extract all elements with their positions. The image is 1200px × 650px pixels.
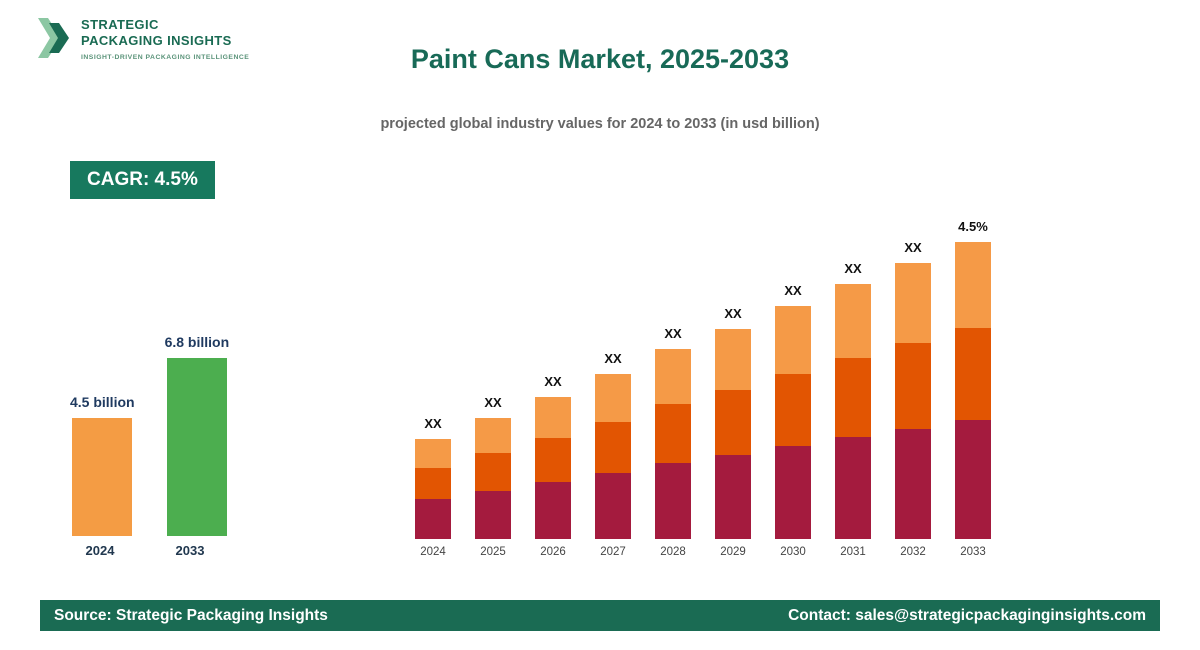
summary-bar xyxy=(166,358,227,536)
summary-bar-value-label: 6.8 billion xyxy=(164,334,230,350)
brand-name-line1: STRATEGIC xyxy=(81,17,159,32)
projection-segment-top xyxy=(595,374,631,422)
projection-x-label: 2032 xyxy=(900,546,926,558)
projection-segment-bottom xyxy=(715,455,751,539)
summary-x-label: 2033 xyxy=(175,543,205,558)
projection-chart-x-axis: 2024 2025 2026 2027 2028 2029 2030 2031 2032 2033 xyxy=(415,546,991,558)
projection-segment-top xyxy=(415,439,451,468)
projection-bar-value-label: XX xyxy=(544,374,562,389)
projection-segment-middle xyxy=(415,468,451,499)
projection-segment-middle xyxy=(475,453,511,491)
projection-bar-value-label: XX xyxy=(724,306,742,321)
summary-bar-column: 6.8 billion xyxy=(164,334,230,536)
projection-bar-value-label: XX xyxy=(904,240,922,255)
projection-segment-bottom xyxy=(475,491,511,539)
projection-segment-bottom xyxy=(415,499,451,539)
projection-bar-value-label: XX xyxy=(604,351,622,366)
footer-source: Source: Strategic Packaging Insights xyxy=(54,606,328,624)
brand-name: STRATEGIC PACKAGING INSIGHTS INSIGHT-DRI… xyxy=(81,14,249,61)
projection-x-label: 2025 xyxy=(480,546,506,558)
projection-segment-middle xyxy=(595,422,631,473)
brand-tagline: INSIGHT-DRIVEN PACKAGING INTELLIGENCE xyxy=(81,53,250,61)
projection-x-label: 2029 xyxy=(720,546,746,558)
projection-segment-top xyxy=(535,397,571,438)
summary-chart-x-axis: 2024 2033 xyxy=(70,543,229,558)
projection-x-label: 2027 xyxy=(600,546,626,558)
page-title: Paint Cans Market, 2025-2033 xyxy=(410,44,790,74)
projection-segment-middle xyxy=(655,404,691,463)
projection-segment-top xyxy=(775,306,811,374)
summary-bar-value-label: 4.5 billion xyxy=(70,394,135,410)
cagr-badge: CAGR: 4.5% xyxy=(70,161,215,199)
projection-segment-bottom xyxy=(955,420,991,539)
projection-segment-bottom xyxy=(895,429,931,539)
projection-bar-value-label: XX xyxy=(484,395,502,410)
projection-segment-top xyxy=(955,242,991,328)
projection-x-label: 2024 xyxy=(420,546,446,558)
summary-chart: 4.5 billion 6.8 billion 2024 2033 xyxy=(70,320,229,558)
projection-bar-column: XX xyxy=(895,240,931,539)
projection-bar-column: XX xyxy=(775,283,811,539)
projection-bar-value-label: XX xyxy=(784,283,802,298)
projection-segment-middle xyxy=(775,374,811,446)
projection-segment-top xyxy=(655,349,691,404)
projection-x-label: 2031 xyxy=(840,546,866,558)
summary-x-label: 2024 xyxy=(85,543,115,558)
projection-bar-column: XX xyxy=(415,416,451,539)
projection-segment-bottom xyxy=(535,482,571,539)
footer-contact: Contact: sales@strategicpackaginginsight… xyxy=(788,606,1146,624)
footer-bar: Source: Strategic Packaging Insights Con… xyxy=(40,600,1160,631)
projection-segment-middle xyxy=(895,343,931,429)
projection-bar-column: XX xyxy=(655,326,691,539)
projection-x-label: 2026 xyxy=(540,546,566,558)
projection-segment-top xyxy=(895,263,931,343)
projection-bar-column: XX xyxy=(835,261,871,539)
projection-bar-value-label: XX xyxy=(844,261,862,276)
projection-bar-value-label: 4.5% xyxy=(958,219,988,234)
projection-bar-column: XX xyxy=(475,395,511,539)
projection-x-label: 2033 xyxy=(960,546,986,558)
projection-segment-bottom xyxy=(595,473,631,539)
summary-bar xyxy=(72,418,133,536)
projection-chart: XX XX XX XX XX XX XX XX XX 4.5% 2024 2025 2026 2027 2… xyxy=(415,203,991,558)
projection-segment-middle xyxy=(715,390,751,455)
brand-name-line2: PACKAGING INSIGHTS xyxy=(81,33,232,49)
projection-segment-top xyxy=(475,418,511,453)
projection-bar-value-label: XX xyxy=(664,326,682,341)
projection-bar-column: XX xyxy=(595,351,631,539)
projection-bar-column: XX xyxy=(715,306,751,539)
projection-bar-column: XX xyxy=(535,374,571,539)
projection-x-label: 2028 xyxy=(660,546,686,558)
projection-x-label: 2030 xyxy=(780,546,806,558)
page-subtitle: projected global industry values for 202… xyxy=(380,116,820,132)
projection-segment-bottom xyxy=(775,446,811,539)
projection-segment-bottom xyxy=(655,463,691,539)
projection-segment-middle xyxy=(835,358,871,437)
brand-logo: STRATEGIC PACKAGING INSIGHTS INSIGHT-DRI… xyxy=(38,14,249,62)
projection-segment-middle xyxy=(535,438,571,482)
projection-bar-value-label: XX xyxy=(424,416,442,431)
projection-segment-bottom xyxy=(835,437,871,539)
projection-segment-top xyxy=(715,329,751,390)
projection-segment-middle xyxy=(955,328,991,420)
projection-bar-column: 4.5% xyxy=(955,219,991,539)
summary-bar-column: 4.5 billion xyxy=(70,394,135,536)
summary-chart-bars: 4.5 billion 6.8 billion xyxy=(70,320,229,536)
projection-segment-top xyxy=(835,284,871,358)
projection-chart-bars: XX XX XX XX XX XX XX XX XX 4.5% xyxy=(415,203,991,539)
brand-chevrons-icon xyxy=(38,18,69,58)
